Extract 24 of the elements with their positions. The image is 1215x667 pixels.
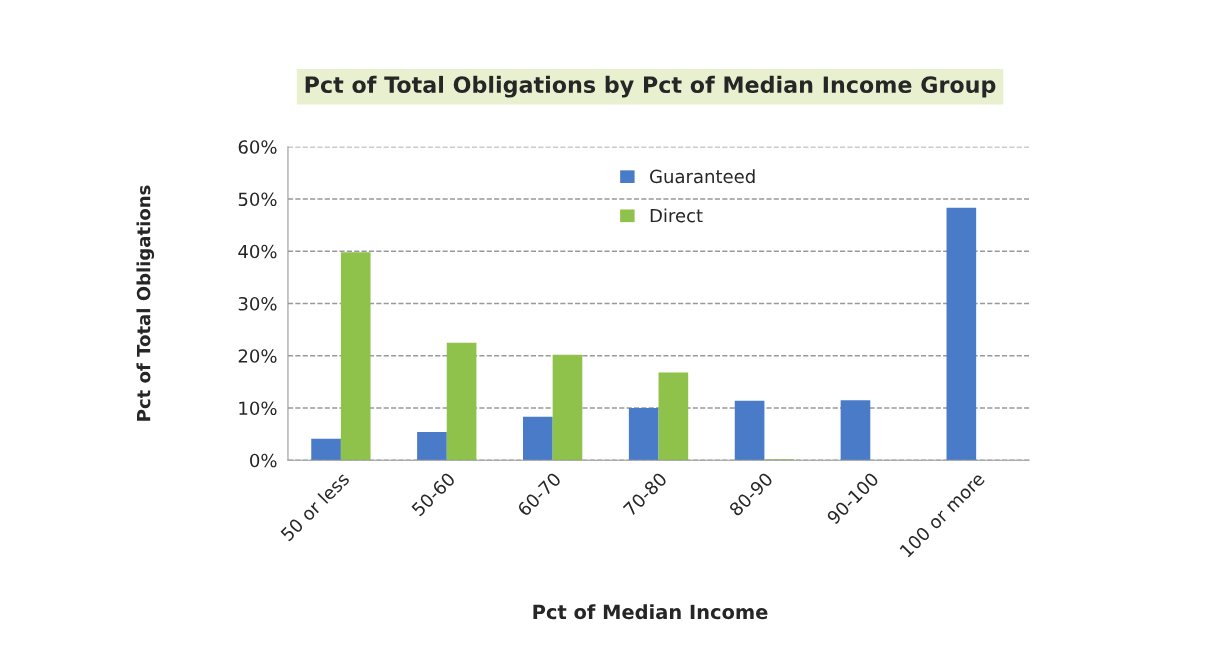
y-tick-label: 0% <box>250 453 277 468</box>
y-tick-label: 60% <box>238 140 277 154</box>
x-tick-label: 50 or less <box>279 471 351 542</box>
y-tick-label: 20% <box>238 349 277 363</box>
x-axis-title: Pct of Median Income <box>533 604 768 620</box>
bar <box>417 432 447 461</box>
legend-label: Guaranteed <box>650 169 755 184</box>
bar <box>734 400 765 461</box>
y-tick-label: 10% <box>239 401 277 416</box>
bar <box>523 416 553 461</box>
bar <box>311 438 341 461</box>
y-tick-label: 50% <box>238 192 277 207</box>
y-tick-label: 30% <box>238 296 277 311</box>
y-tick-label: 40% <box>238 244 277 259</box>
bar <box>446 342 477 461</box>
legend-label: Direct <box>650 208 703 223</box>
bar <box>552 354 583 461</box>
chart-title: Pct of Total Obligations by Pct of Median Income Group <box>305 75 996 98</box>
bar <box>840 400 871 461</box>
bar <box>946 207 977 461</box>
bar <box>340 252 371 461</box>
y-axis-title: Pct of Total Obligations <box>136 185 155 421</box>
bar <box>658 372 689 461</box>
bar <box>628 407 659 461</box>
